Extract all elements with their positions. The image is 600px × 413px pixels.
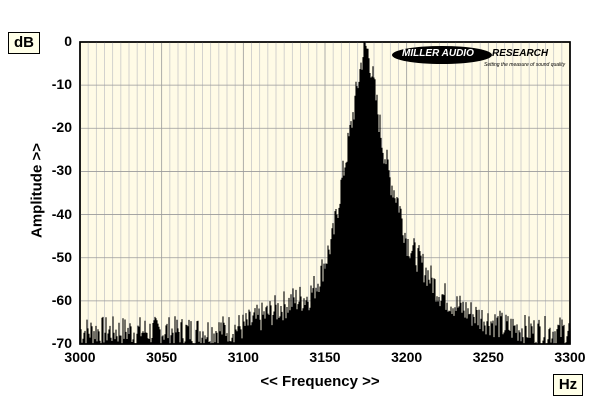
x-tick-label: 3250 bbox=[472, 349, 504, 365]
y-tick-label: -30 bbox=[51, 162, 72, 179]
x-tick-label: 3100 bbox=[227, 349, 259, 365]
logo-oval bbox=[392, 46, 492, 64]
x-tick-label: 3000 bbox=[64, 349, 96, 365]
x-tick-label: 3200 bbox=[391, 349, 423, 365]
y-tick-label: -20 bbox=[51, 119, 72, 136]
x-unit-label: Hz bbox=[553, 374, 583, 396]
y-tick-label: -50 bbox=[51, 248, 72, 265]
x-axis-title: << Frequency >> bbox=[260, 373, 380, 390]
x-tick-label: 3050 bbox=[146, 349, 178, 365]
brand-logo: MILLER AUDIO RESEARCH Setting the measur… bbox=[392, 43, 572, 73]
logo-name-part2: RESEARCH bbox=[492, 48, 549, 59]
plot-frame bbox=[79, 41, 571, 345]
y-tick-label: -60 bbox=[51, 291, 72, 308]
y-tick-label: -40 bbox=[51, 205, 72, 222]
y-tick-label: -70 bbox=[51, 335, 72, 351]
logo-tagline: Setting the measure of sound quality bbox=[484, 62, 566, 68]
x-tick-label: 3150 bbox=[309, 349, 341, 365]
logo-name-part1: MILLER AUDIO bbox=[402, 48, 474, 59]
x-tick-label: 3300 bbox=[554, 349, 586, 365]
y-tick-label: -10 bbox=[51, 76, 72, 93]
y-unit-label: dB bbox=[8, 32, 40, 54]
y-axis-title: Amplitude >> bbox=[28, 142, 46, 239]
y-tick-label: 0 bbox=[64, 33, 72, 49]
